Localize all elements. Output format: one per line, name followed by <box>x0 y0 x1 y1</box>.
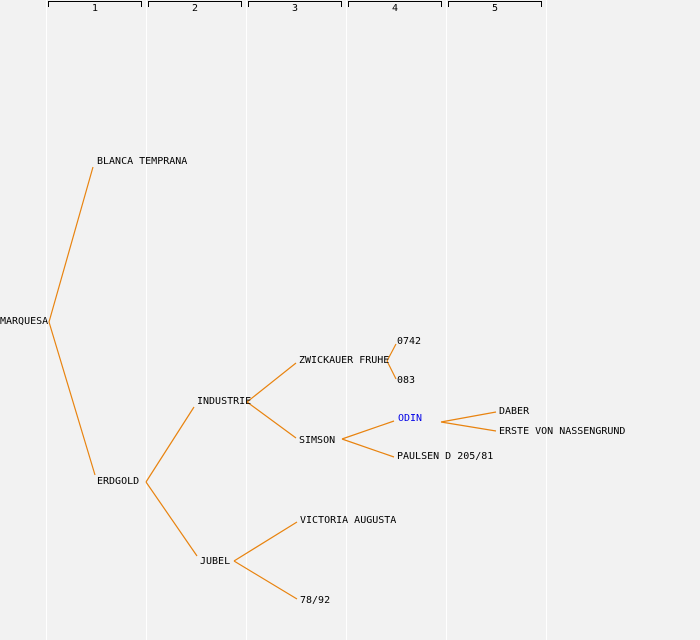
generation-tab-1[interactable]: 1 <box>48 1 142 14</box>
pedigree-edge-jubel-n7892 <box>233 560 298 600</box>
generation-tab-4[interactable]: 4 <box>348 1 442 14</box>
pedigree-node-n7892: 78/92 <box>300 595 331 606</box>
generation-tab-2[interactable]: 2 <box>148 1 242 14</box>
pedigree-node-odin[interactable]: ODIN <box>398 413 423 424</box>
pedigree-node-daber: DABER <box>499 406 530 417</box>
pedigree-node-erdgold: ERDGOLD <box>97 476 140 487</box>
pedigree-edge-simson-paulsen <box>341 438 395 458</box>
pedigree-edge-simson-odin <box>341 420 395 440</box>
pedigree-edge-odin-erste <box>440 421 497 432</box>
pedigree-edge-odin-daber <box>440 411 497 423</box>
pedigree-edge-zwickauer-n083 <box>386 360 397 380</box>
generation-tab-label: 3 <box>291 3 299 14</box>
generation-tab-label: 1 <box>91 3 99 14</box>
pedigree-node-simson: SIMSON <box>299 435 336 446</box>
pedigree-node-n083: 083 <box>397 375 416 386</box>
generation-tab-3[interactable]: 3 <box>248 1 342 14</box>
generation-tab-label: 2 <box>191 3 199 14</box>
pedigree-edge-industrie-simson <box>246 401 297 439</box>
pedigree-node-zwickauer: ZWICKAUER FRUHE <box>299 355 390 366</box>
generation-tab-label: 4 <box>391 3 399 14</box>
generation-tab-5[interactable]: 5 <box>448 1 542 14</box>
pedigree-node-jubel: JUBEL <box>200 556 231 567</box>
pedigree-edge-erdgold-industrie <box>145 406 195 483</box>
pedigree-node-victoria: VICTORIA AUGUSTA <box>300 515 397 526</box>
pedigree-node-n0742: 0742 <box>397 336 422 347</box>
pedigree-edge-industrie-zwickauer <box>246 362 297 403</box>
pedigree-node-paulsen: PAULSEN D 205/81 <box>397 451 494 462</box>
pedigree-node-industrie: INDUSTRIE <box>197 396 252 407</box>
pedigree-node-erste: ERSTE VON NASSENGRUND <box>499 426 626 437</box>
pedigree-node-blanca: BLANCA TEMPRANA <box>97 156 188 167</box>
generation-tab-label: 5 <box>491 3 499 14</box>
pedigree-edge-jubel-victoria <box>233 521 298 562</box>
pedigree-node-marquesa: MARQUESA <box>0 316 49 327</box>
pedigree-edge-erdgold-jubel <box>145 481 198 557</box>
pedigree-edge-marquesa-blanca <box>48 166 94 323</box>
pedigree-edge-zwickauer-n0742 <box>386 343 397 362</box>
pedigree-edge-marquesa-erdgold <box>48 321 96 476</box>
